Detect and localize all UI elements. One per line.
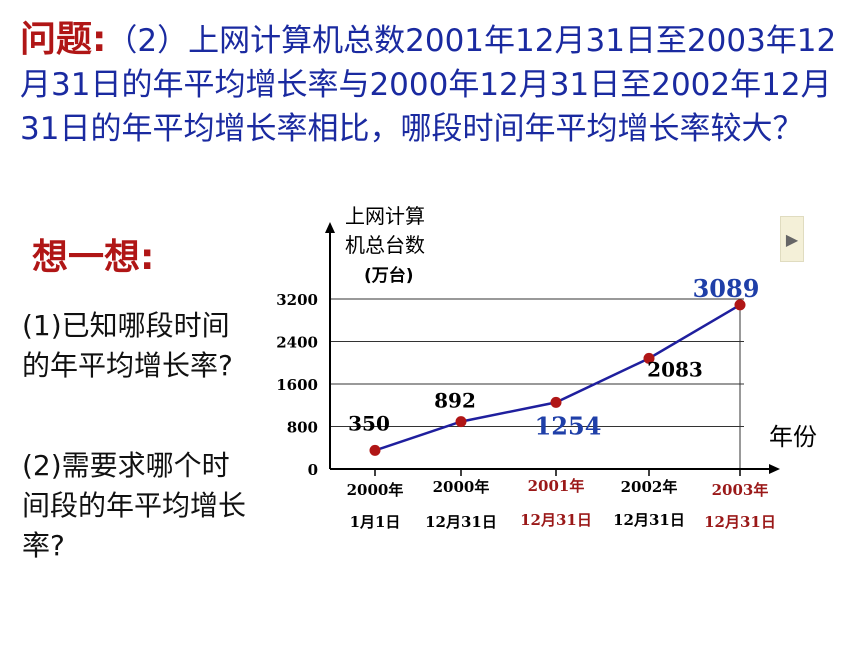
x-category-date-0: 1月1日 [350, 513, 401, 531]
y-tick-label-3200: 3200 [276, 291, 318, 309]
x-category-date-2: 12月31日 [520, 511, 592, 529]
x-category-date-4: 12月31日 [704, 513, 776, 531]
play-triangle-icon: ▶ [785, 229, 799, 249]
y-axis-arrow [325, 222, 335, 233]
y-axis-label-line-3: (万台) [364, 265, 414, 286]
x-category-year-3: 2002年 [621, 478, 678, 496]
data-label-2: 1254 [535, 411, 602, 440]
data-point-4 [734, 299, 746, 311]
data-label-3: 2083 [647, 357, 703, 381]
think-title: 想一想: [32, 237, 155, 278]
x-category-year-2: 2001年 [528, 477, 585, 495]
data-point-3 [643, 352, 655, 364]
question-text: （2）上网计算机总数2001年12月31日至2003年12月31日的年平均增长率… [20, 23, 837, 147]
y-axis-label-line-1: 上网计算 [345, 204, 425, 228]
x-category-date-1: 12月31日 [425, 513, 497, 531]
y-tick-label-800: 800 [287, 419, 318, 437]
y-axis-label-line-2: 机总台数 [345, 233, 425, 257]
x-category-year-0: 2000年 [347, 481, 404, 499]
x-category-year-4: 2003年 [712, 481, 769, 499]
x-category-year-1: 2000年 [433, 478, 490, 496]
x-category-date-3: 12月31日 [613, 511, 685, 529]
y-tick-label-0: 0 [308, 461, 318, 479]
hint-2: (2)需要求哪个时间段的年平均增长率? [22, 449, 247, 562]
data-label-1: 892 [434, 389, 476, 413]
data-point-1 [455, 416, 467, 428]
data-label-0: 350 [348, 411, 390, 435]
next-slide-button[interactable]: ▶ [780, 216, 804, 262]
data-point-0 [369, 444, 381, 456]
y-tick-label-1600: 1600 [276, 376, 318, 394]
x-axis-label: 年份 [769, 423, 817, 451]
x-axis-arrow [769, 464, 780, 474]
question-label: 问题: [20, 19, 107, 60]
question-block: 问题:（2）上网计算机总数2001年12月31日至2003年12月31日的年平均… [20, 18, 840, 151]
data-point-2 [550, 396, 562, 408]
y-tick-label-2400: 2400 [276, 334, 318, 352]
data-label-4: 3089 [693, 274, 760, 303]
hint-1: (1)已知哪段时间的年平均增长率? [22, 309, 233, 382]
